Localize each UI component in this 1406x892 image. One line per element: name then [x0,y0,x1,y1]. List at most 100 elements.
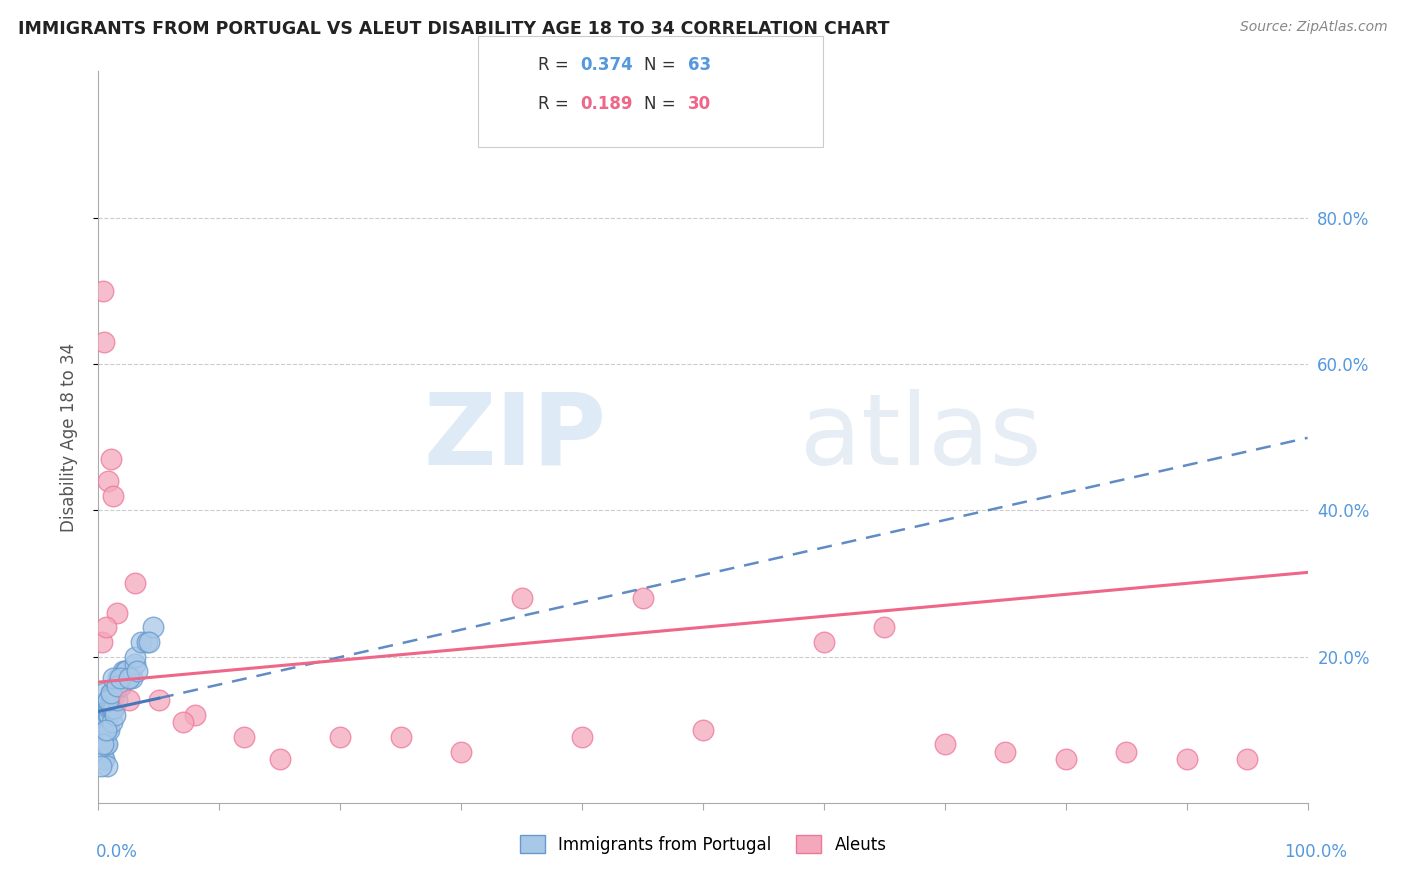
Point [98,708,121,723]
Point [100,700,122,714]
Point [135,635,157,649]
Point [114,664,136,678]
Point [98,700,121,714]
Text: 0.189: 0.189 [581,95,633,113]
Text: R =: R = [538,56,575,74]
Text: 63: 63 [688,56,710,74]
Point [124,576,146,591]
Point [104,686,127,700]
Point [96,737,118,751]
Point [104,708,127,723]
Point [100,452,122,467]
Point [994,745,1017,759]
Point [97,474,120,488]
Point [101,672,124,686]
Point [934,737,956,751]
Point [97,693,120,707]
Text: IMMIGRANTS FROM PORTUGAL VS ALEUT DISABILITY AGE 18 TO 34 CORRELATION CHART: IMMIGRANTS FROM PORTUGAL VS ALEUT DISABI… [18,20,890,37]
Text: atlas: atlas [800,389,1042,485]
Point [813,635,835,649]
Point [94,737,117,751]
Point [96,723,118,737]
Point [1054,752,1077,766]
Point [100,700,122,714]
Point [124,649,146,664]
Point [98,723,121,737]
Point [100,693,122,707]
Point [100,693,122,707]
Point [94,723,117,737]
Point [269,752,291,766]
Point [121,672,143,686]
Point [90,759,112,773]
Legend: Immigrants from Portugal, Aleuts: Immigrants from Portugal, Aleuts [513,829,893,860]
Text: R =: R = [538,95,575,113]
Point [105,679,128,693]
Text: Source: ZipAtlas.com: Source: ZipAtlas.com [1240,20,1388,34]
Point [105,679,128,693]
FancyBboxPatch shape [498,48,523,67]
Point [91,745,114,759]
Text: N =: N = [644,56,681,74]
Point [107,672,129,686]
Point [97,700,120,714]
Point [97,693,120,707]
Point [115,664,138,678]
Point [93,686,115,700]
Point [110,679,132,693]
Point [103,686,125,700]
Point [101,489,124,503]
Point [90,745,112,759]
Point [105,693,128,707]
Point [692,723,714,737]
Point [450,745,472,759]
Point [873,620,896,634]
Point [103,700,125,714]
Point [1175,752,1198,766]
Point [108,679,131,693]
Point [127,664,149,678]
Point [93,334,115,349]
Point [91,284,114,298]
Point [105,606,128,620]
Point [91,737,114,751]
Text: 0.374: 0.374 [581,56,634,74]
Point [93,752,115,766]
Point [108,679,131,693]
Point [1236,752,1258,766]
Point [172,715,194,730]
Point [1115,745,1137,759]
Point [389,730,412,744]
Text: 0.0%: 0.0% [96,843,138,861]
Point [101,700,124,714]
Point [91,635,114,649]
Point [111,672,134,686]
Text: N =: N = [644,95,681,113]
Point [142,620,165,634]
Point [138,635,160,649]
Point [100,715,122,730]
Point [124,657,146,671]
Point [129,635,152,649]
Point [100,686,122,700]
Point [91,723,114,737]
Point [97,708,120,723]
FancyBboxPatch shape [498,70,523,88]
Point [91,737,114,751]
Point [111,664,134,678]
Point [96,759,118,773]
Point [94,723,117,737]
Point [232,730,254,744]
Text: 100.0%: 100.0% [1284,843,1347,861]
Point [118,672,141,686]
Point [148,693,170,707]
Point [510,591,533,605]
Point [184,708,207,723]
Point [571,730,593,744]
Y-axis label: Disability Age 18 to 34: Disability Age 18 to 34 [59,343,77,532]
Point [94,715,117,730]
Point [100,686,122,700]
Point [91,752,114,766]
Point [91,737,114,751]
Point [101,686,124,700]
